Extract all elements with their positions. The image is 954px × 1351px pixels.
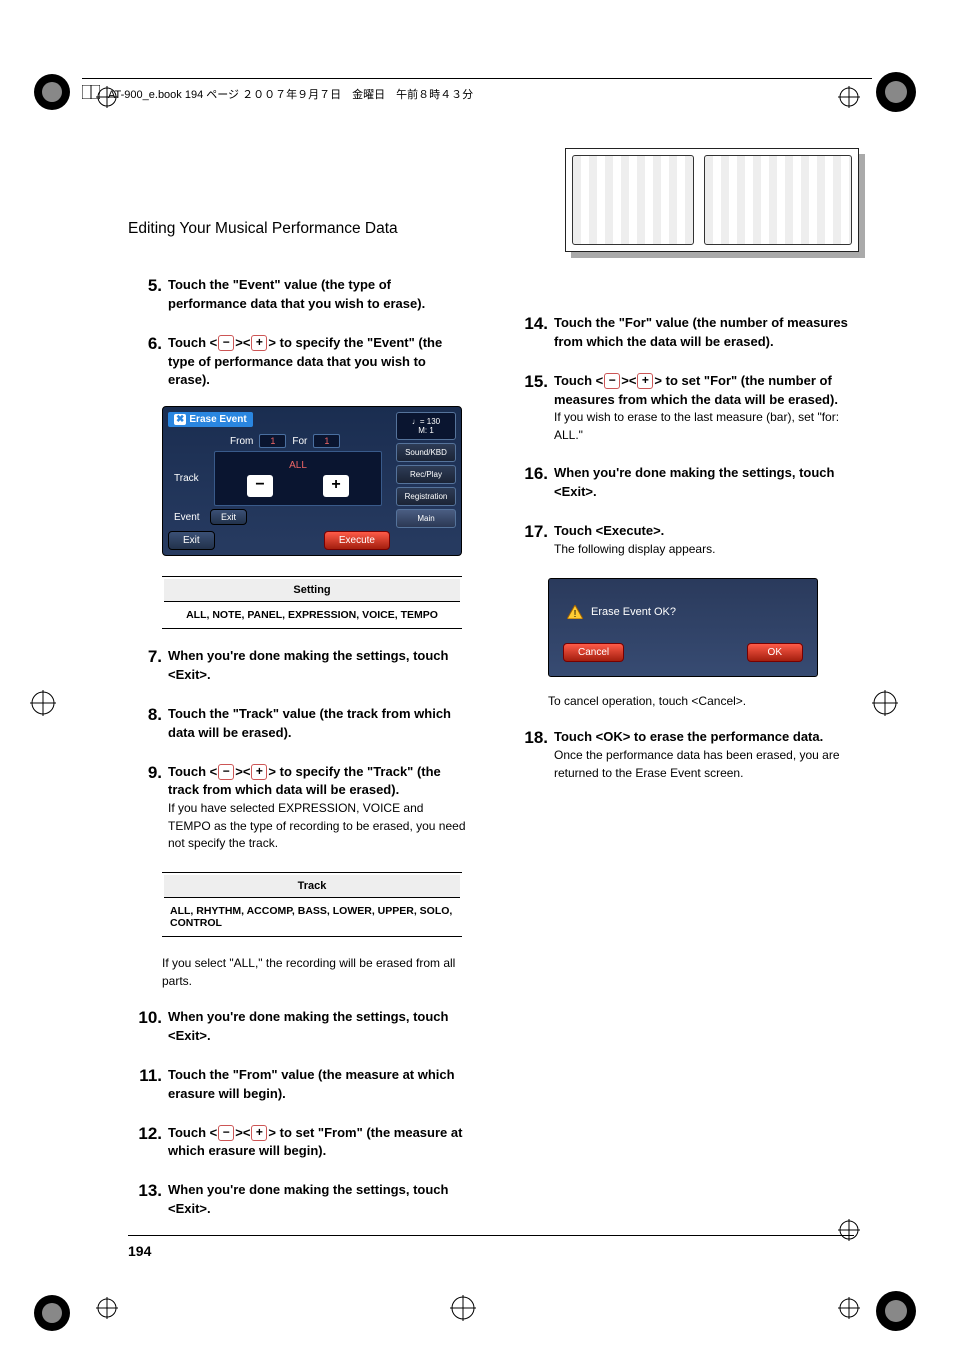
step-10-text: When you're done making the settings, to… xyxy=(168,1008,468,1046)
for-field[interactable]: 1 xyxy=(313,434,340,448)
crosshair-br2 xyxy=(838,1297,860,1319)
step-18-text: Touch <OK> to erase the performance data… xyxy=(554,728,854,782)
track-row: ALL, RHYTHM, ACCOMP, BASS, LOWER, UPPER,… xyxy=(164,900,460,934)
book-icon xyxy=(82,85,100,102)
side-main[interactable]: Main xyxy=(396,509,456,528)
confirm-text: Erase Event OK? xyxy=(591,606,676,618)
exit-button[interactable]: Exit xyxy=(168,531,215,550)
from-field[interactable]: 1 xyxy=(259,434,286,448)
step-14-num: 14. xyxy=(514,314,554,352)
cancel-button[interactable]: Cancel xyxy=(563,643,624,662)
from-label: From xyxy=(230,436,253,447)
step-6-text: Touch <−><+> to specify the "Event" (the… xyxy=(168,334,468,391)
step-16-text: When you're done making the settings, to… xyxy=(554,464,854,502)
step-6-num: 6. xyxy=(128,334,168,391)
svg-text:!: ! xyxy=(574,609,577,619)
setting-row: ALL, NOTE, PANEL, EXPRESSION, VOICE, TEM… xyxy=(164,604,460,626)
side-rec[interactable]: Rec/Play xyxy=(396,465,456,484)
erase-event-screenshot: ✖Erase Event From 1 For 1 Track ALL xyxy=(162,406,462,556)
crosshair-bl xyxy=(96,1297,118,1319)
step-16-num: 16. xyxy=(514,464,554,502)
step-7-text: When you're done making the settings, to… xyxy=(168,647,468,685)
step-11-num: 11. xyxy=(128,1066,168,1104)
header-text: AT-900_e.book 194 ページ ２００７年９月７日 金曜日 午前８時… xyxy=(108,86,473,102)
bottom-rule xyxy=(128,1235,854,1236)
page-number: 194 xyxy=(128,1243,151,1259)
confirm-dialog: ! Erase Event OK? Cancel OK xyxy=(548,578,818,677)
track-table: Track ALL, RHYTHM, ACCOMP, BASS, LOWER, … xyxy=(162,872,462,937)
step-11-text: Touch the "From" value (the measure at w… xyxy=(168,1066,468,1104)
crosshair-mr xyxy=(872,690,898,716)
step-14-text: Touch the "For" value (the number of mea… xyxy=(554,314,854,352)
side-sound[interactable]: Sound/KBD xyxy=(396,443,456,462)
tempo-indicator: ♩= 130M: 1 xyxy=(396,412,456,440)
minus-button[interactable]: − xyxy=(247,475,273,497)
regmark-bl xyxy=(32,1293,72,1333)
warning-icon: ! xyxy=(567,605,583,619)
screen-title: ✖Erase Event xyxy=(168,412,253,427)
plus-button[interactable]: + xyxy=(323,475,349,497)
for-label: For xyxy=(292,436,307,447)
step-8-num: 8. xyxy=(128,705,168,743)
step-18-num: 18. xyxy=(514,728,554,782)
step-7-num: 7. xyxy=(128,647,168,685)
side-reg[interactable]: Registration xyxy=(396,487,456,506)
left-column: 5.Touch the "Event" value (the type of p… xyxy=(128,276,468,1239)
event-label: Event xyxy=(174,512,204,523)
step-17-text: Touch <Execute>.The following display ap… xyxy=(554,522,715,558)
right-column: 14.Touch the "For" value (the number of … xyxy=(514,314,854,1239)
step-15-text: Touch <−><+> to set "For" (the number of… xyxy=(554,372,854,444)
section-title: Editing Your Musical Performance Data xyxy=(128,220,854,238)
step-5-text: Touch the "Event" value (the type of per… xyxy=(168,276,468,314)
setting-header: Setting xyxy=(164,579,460,602)
step-9-text: Touch <−><+> to specify the "Track" (the… xyxy=(168,763,468,853)
track-selected[interactable]: ALL xyxy=(223,460,373,471)
step-17-num: 17. xyxy=(514,522,554,558)
exit-small-button[interactable]: Exit xyxy=(210,509,247,525)
cancel-note: To cancel operation, touch <Cancel>. xyxy=(548,693,854,710)
regmark-br xyxy=(874,1289,918,1333)
step-12-text: Touch <−><+> to set "From" (the measure … xyxy=(168,1124,468,1162)
note-all: If you select "ALL," the recording will … xyxy=(162,955,468,990)
step-9-num: 9. xyxy=(128,763,168,853)
step-15-num: 15. xyxy=(514,372,554,444)
step-13-num: 13. xyxy=(128,1181,168,1219)
track-label: Track xyxy=(174,473,204,484)
step-13-text: When you're done making the settings, to… xyxy=(168,1181,468,1219)
execute-button[interactable]: Execute xyxy=(324,531,390,550)
regmark-tr xyxy=(874,70,918,114)
regmark-tl xyxy=(32,72,72,112)
framemaker-header: AT-900_e.book 194 ページ ２００７年９月７日 金曜日 午前８時… xyxy=(82,78,872,102)
track-header: Track xyxy=(164,875,460,898)
crosshair-bc xyxy=(450,1295,476,1321)
setting-table: Setting ALL, NOTE, PANEL, EXPRESSION, VO… xyxy=(162,576,462,629)
step-5-num: 5. xyxy=(128,276,168,314)
crosshair-ml xyxy=(30,690,56,716)
step-10-num: 10. xyxy=(128,1008,168,1046)
step-12-num: 12. xyxy=(128,1124,168,1162)
ok-button[interactable]: OK xyxy=(747,643,803,662)
step-8-text: Touch the "Track" value (the track from … xyxy=(168,705,468,743)
